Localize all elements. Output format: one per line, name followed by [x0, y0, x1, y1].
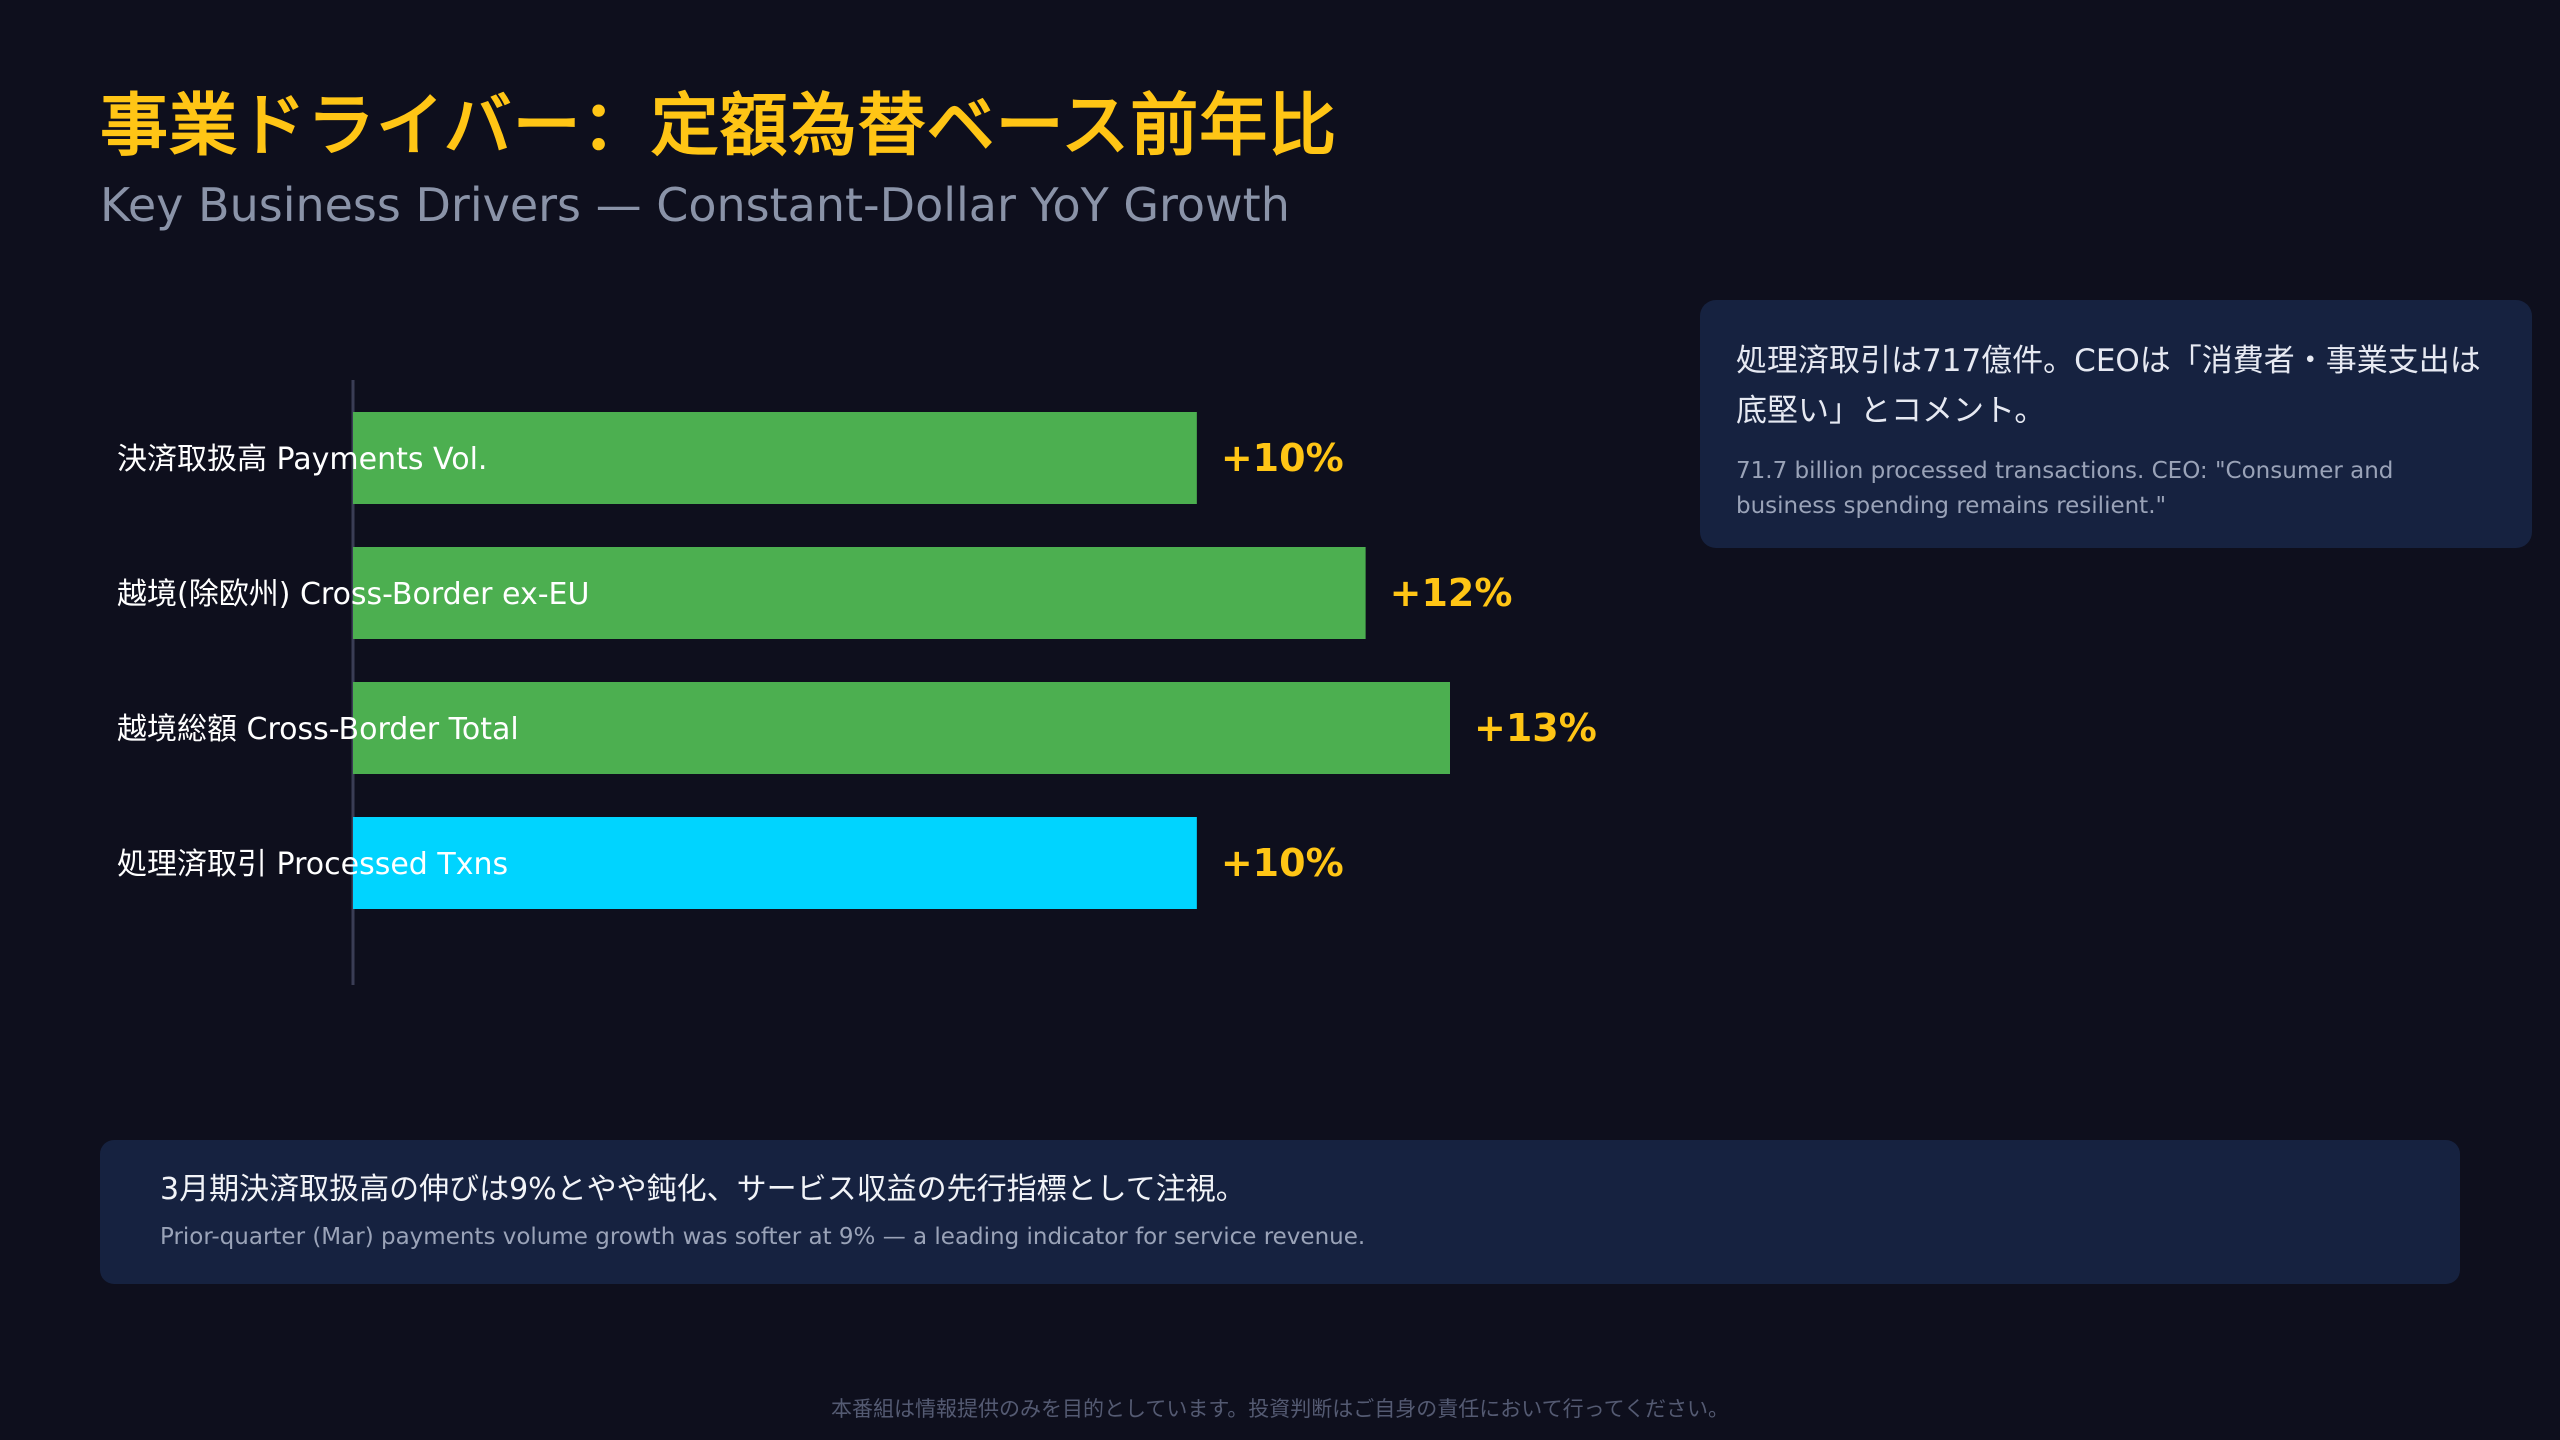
category-label: 処理済取引 Processed Txns — [117, 847, 508, 882]
bar-3 — [353, 817, 1197, 909]
callout-note-en: 71.7 billion processed transactions. CEO… — [1736, 458, 2394, 519]
footer-note: 3月期決済取扱高の伸びは9%とやや鈍化、サービス収益の先行指標として注視。 Pr… — [100, 1140, 2460, 1284]
bar-chart: 決済取扱高 Payments Vol. +10% 越境(除欧州) Cross-Bor… — [117, 380, 1597, 985]
bar-0 — [353, 412, 1197, 504]
bar-2 — [353, 682, 1450, 774]
value-label: +10% — [1221, 841, 1344, 885]
category-label: 決済取扱高 Payments Vol. — [117, 442, 487, 477]
value-label: +13% — [1474, 706, 1597, 750]
page-subtitle: Key Business Drivers — Constant-Dollar Y… — [100, 178, 1290, 232]
category-label: 越境(除欧州) Cross-Border ex-EU — [117, 577, 589, 612]
footer-note-jp: 3月期決済取扱高の伸びは9%とやや鈍化、サービス収益の先行指標として注視。 — [160, 1172, 1246, 1207]
callout-note-jp: 処理済取引は717億件。CEOは「消費者・事業支出は底堅い」とコメント。 — [1736, 343, 2481, 429]
value-label: +10% — [1221, 436, 1344, 480]
bar-1 — [353, 547, 1366, 639]
value-label: +12% — [1390, 571, 1513, 615]
category-label: 越境総額 Cross-Border Total — [117, 712, 519, 747]
footer-note-en: Prior-quarter (Mar) payments volume grow… — [160, 1224, 1366, 1250]
disclaimer: 本番組は情報提供のみを目的としています。投資判断はご自身の責任において行ってくだ… — [831, 1397, 1729, 1421]
page-title: 事業ドライバー：定額為替ベース前年比 — [100, 87, 1338, 166]
callout-note: 処理済取引は717億件。CEOは「消費者・事業支出は底堅い」とコメント。 71.… — [1700, 300, 2532, 548]
